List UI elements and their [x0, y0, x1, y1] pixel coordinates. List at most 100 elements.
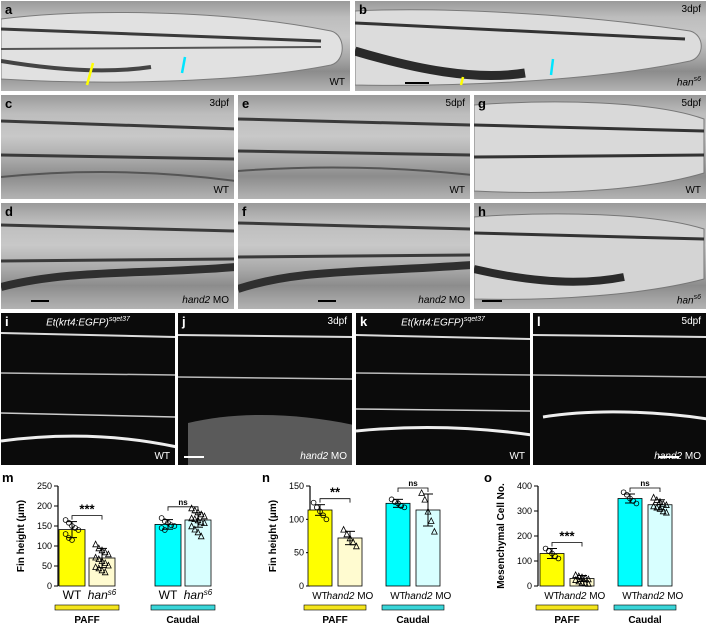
group-bar	[613, 604, 677, 611]
panel-h: h hans6	[473, 202, 707, 310]
fin-image-c	[1, 119, 234, 182]
data-point	[101, 559, 109, 566]
category-label: hand2 MO	[405, 591, 452, 602]
data-point	[101, 548, 109, 556]
data-point	[662, 508, 670, 516]
data-point	[162, 527, 168, 533]
panel-d: d hand2 MO	[0, 202, 235, 310]
stage-label: 5dpf	[681, 98, 701, 109]
data-point	[656, 504, 664, 512]
y-tick-label: 150	[37, 521, 52, 531]
stage-label: 5dpf	[681, 316, 701, 327]
transgene-label: Et(krt4:EGFP)sqet37	[401, 316, 485, 329]
group-bar	[54, 604, 120, 611]
data-point	[401, 504, 408, 511]
data-point	[191, 506, 199, 514]
data-point	[659, 507, 667, 515]
data-point	[584, 575, 592, 583]
significance-bracket	[629, 487, 661, 492]
genotype-label: hans6	[676, 75, 701, 88]
panel-label: e	[242, 96, 250, 111]
bar	[154, 524, 182, 587]
data-point	[194, 508, 202, 516]
data-point	[581, 579, 589, 587]
data-point	[320, 512, 326, 519]
bar	[58, 529, 86, 587]
significance-label: ***	[559, 529, 575, 544]
y-tick-label: 200	[517, 531, 532, 541]
data-point	[575, 577, 583, 585]
category-label: WT	[159, 588, 178, 602]
data-point	[92, 553, 100, 561]
bar	[617, 498, 643, 587]
data-point	[620, 489, 627, 496]
bar	[184, 519, 212, 587]
genotype-label: hand2 MO	[182, 295, 229, 306]
data-point	[197, 510, 205, 518]
scale-bar	[318, 300, 336, 302]
genotype-label: WT	[154, 451, 170, 462]
data-point	[194, 528, 202, 536]
fin-image-f	[238, 221, 470, 293]
category-label: WT	[622, 591, 638, 602]
y-axis-label: Fin height (μm)	[268, 500, 279, 572]
data-point	[101, 568, 109, 576]
data-point	[104, 561, 112, 569]
panel-c: c 3dpf WT	[0, 94, 235, 200]
data-point	[168, 522, 175, 528]
y-tick-label: 100	[517, 556, 532, 566]
y-tick-label: 250	[37, 481, 52, 491]
y-tick-label: 150	[289, 481, 304, 491]
group-bar	[535, 604, 599, 611]
group-label: Caudal	[628, 615, 662, 626]
category-label: hand2 MO	[327, 591, 374, 602]
panel-label: g	[478, 96, 486, 111]
data-point	[62, 531, 69, 537]
group-label: Caudal	[166, 615, 200, 626]
data-point	[427, 516, 435, 524]
scale-bar	[482, 300, 502, 302]
group-bar	[303, 604, 367, 611]
panel-label: f	[242, 204, 247, 219]
data-point	[188, 522, 196, 530]
panel-k: k Et(krt4:EGFP)sqet37 WT	[355, 312, 531, 466]
significance-bracket	[319, 498, 351, 503]
data-point	[624, 491, 630, 498]
data-point	[650, 502, 658, 510]
group-bar	[381, 604, 445, 611]
panel-j: j 3dpf hand2 MO	[177, 312, 353, 466]
data-point	[104, 550, 112, 558]
significance-bracket	[397, 487, 429, 492]
panel-b: b 3dpf hans6	[354, 0, 707, 92]
panel-label: h	[478, 204, 486, 219]
data-point	[340, 525, 348, 533]
panel-e: e 5dpf WT	[237, 94, 471, 200]
y-tick-label: 0	[299, 581, 304, 591]
chart-m: 0 50 100 150 200 250 Fin height (μm) WT hans6 WT h…	[16, 481, 216, 626]
data-point	[398, 503, 405, 509]
category-label: WT	[312, 591, 328, 602]
data-point	[572, 576, 580, 583]
data-point	[418, 488, 426, 496]
data-point	[653, 503, 661, 511]
y-tick-label: 400	[517, 481, 532, 491]
panel-label: l	[537, 314, 541, 329]
data-point	[578, 578, 586, 586]
panel-label-n: n	[262, 470, 270, 485]
scale-bar	[659, 456, 679, 458]
panel-label: a	[5, 2, 13, 17]
data-point	[194, 516, 202, 524]
genotype-label: WT	[329, 77, 345, 88]
panel-label: c	[5, 96, 13, 111]
genotype-label: hand2 MO	[300, 451, 347, 462]
stage-label: 3dpf	[209, 98, 229, 109]
fluor-image-k	[356, 334, 530, 437]
data-point	[653, 496, 661, 503]
significance-label: ns	[408, 479, 418, 488]
stage-label: 3dpf	[327, 316, 347, 327]
data-point	[197, 532, 205, 540]
significance-bracket	[167, 506, 199, 511]
data-point	[92, 540, 100, 548]
significance-bracket	[71, 515, 103, 520]
